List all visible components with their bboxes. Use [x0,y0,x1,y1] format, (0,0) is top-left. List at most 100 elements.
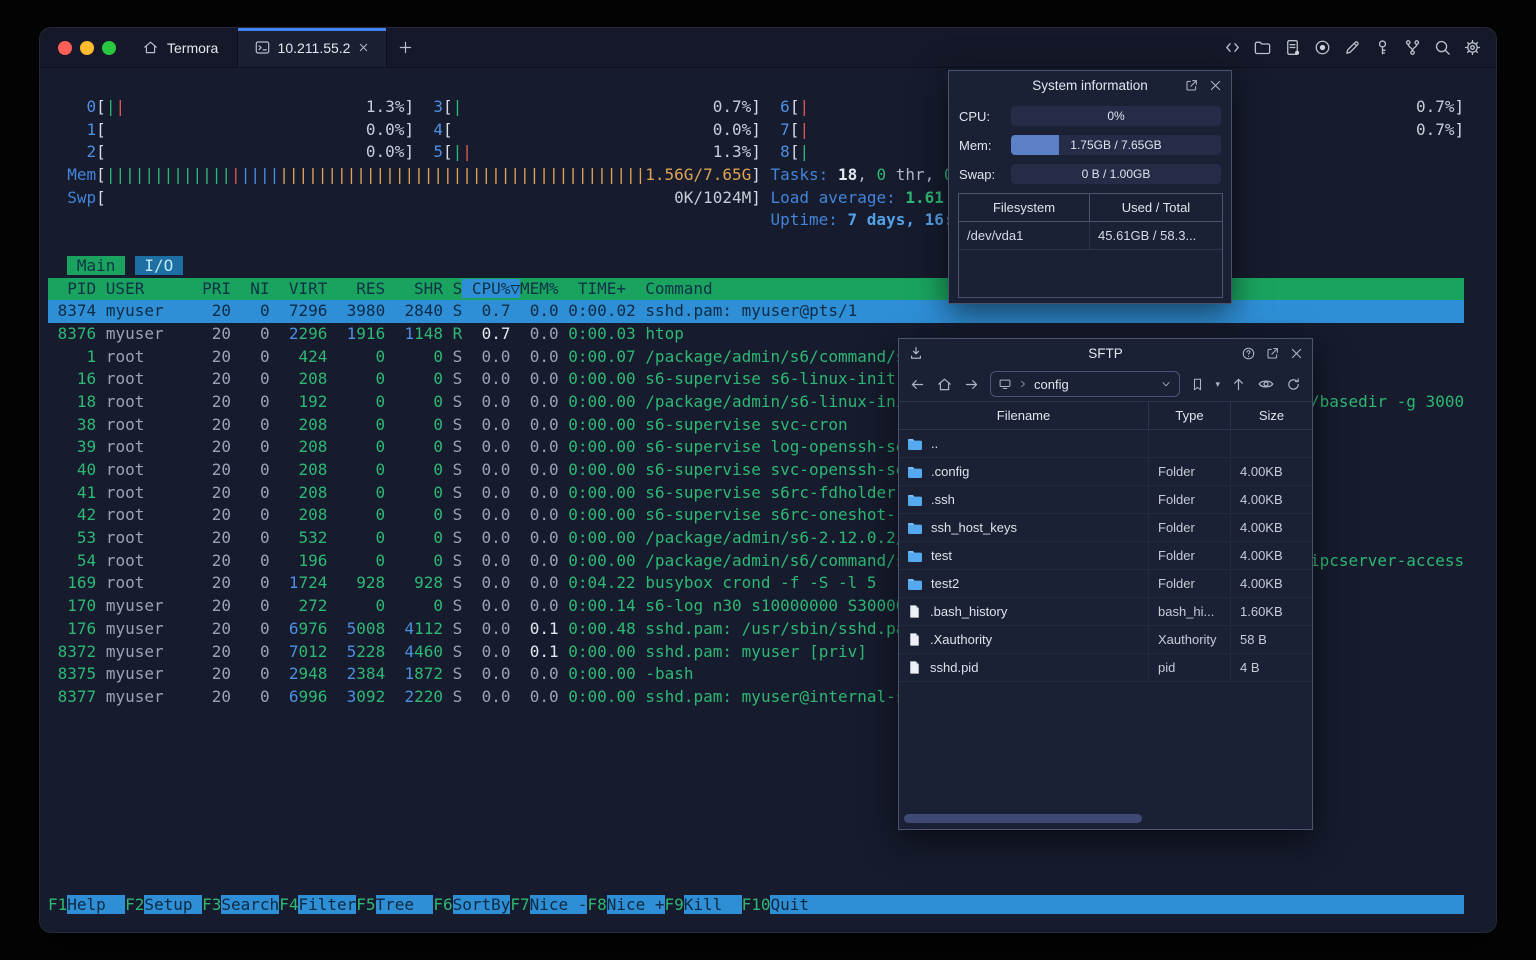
folder-icon [907,464,923,480]
minimize-window-button[interactable] [80,41,94,55]
terminal-line: 8374 myuser 20 0 7296 3980 2840 S 0.7 0.… [48,300,1464,323]
close-panel-icon[interactable] [1289,346,1304,361]
terminal-line [48,232,1464,255]
scrollbar-thumb[interactable] [904,814,1142,823]
terminal-line: PID USER PRI NI VIRT RES SHR S CPU%▽MEM%… [48,277,1464,301]
file-size: 4.00KB [1240,520,1283,535]
file-size: 4.00KB [1240,576,1283,591]
terminal-line: 8377 myuser 20 0 6996 3092 2220 S 0.0 0.… [48,686,925,706]
file-name: test [931,548,952,563]
swap-gauge-label: Swap: [959,167,996,182]
filesystem-row[interactable]: /dev/vda1 45.61GB / 58.3... [959,222,1222,250]
filesystem-table: Filesystem Used / Total /dev/vda1 45.61G… [958,193,1223,298]
refresh-icon[interactable] [1285,376,1302,393]
sftp-file-row[interactable]: .config Folder 4.00KB [899,458,1312,486]
notes-icon[interactable] [1283,38,1302,57]
file-name: ssh_host_keys [931,520,1017,535]
terminal-line: 1[ 0.0%] 4[ 0.0%] 7[| 0.7%] [86,119,1465,139]
forward-icon[interactable] [963,376,980,393]
cpu-gauge-value: 0% [1107,109,1125,123]
system-information-panel: System information CPU: 0% Mem: 1.75GB /… [948,70,1232,304]
cpu-gauge: 0% [1011,106,1221,126]
open-in-new-icon[interactable] [1265,346,1280,361]
file-size: 4 B [1240,660,1260,675]
filesystem-col-header: Filesystem [959,194,1090,221]
system-information-title-bar: System information [949,71,1231,99]
chevron-down-icon[interactable] [1160,378,1172,390]
bookmark-icon[interactable] [1190,377,1205,392]
terminal-line: 2[ 0.0%] 5[|| 1.3%] 8[| [86,142,810,162]
tab-home[interactable]: Termora [142,28,218,67]
computer-icon [998,377,1012,391]
tab-bar: Termora 10.211.55.2 [40,28,1496,68]
file-icon [907,660,922,675]
sftp-file-row[interactable]: .ssh Folder 4.00KB [899,486,1312,514]
type-col-header[interactable]: Type [1149,402,1231,429]
file-icon [907,632,922,647]
sftp-file-row[interactable]: sshd.pid pid 4 B [899,654,1312,682]
terminal-line: Uptime: 7 days, 16:2 [770,210,964,230]
terminal-line: 41 root 20 0 208 0 0 S 0.0 0.0 0:00.00 s… [48,482,896,502]
settings-gear-icon[interactable] [1463,38,1482,57]
key-icon[interactable] [1373,38,1392,57]
edit-icon[interactable] [1343,38,1362,57]
close-window-button[interactable] [58,41,72,55]
folder-icon [907,520,923,536]
git-branch-icon[interactable] [1403,38,1422,57]
code-icon[interactable] [1223,38,1242,57]
window-toolbar [1223,28,1482,67]
terminal-line: 54 root 20 0 196 0 0 S 0.0 0.0 0:00.00 /… [48,550,1465,570]
maximize-window-button[interactable] [102,41,116,55]
filesystem-usage: 45.61GB / 58.3... [1098,228,1197,243]
size-col-header[interactable]: Size [1258,408,1285,423]
close-tab-icon[interactable] [357,41,370,54]
path-breadcrumb[interactable]: config [990,371,1181,397]
file-type: Xauthority [1149,626,1231,653]
open-in-new-icon[interactable] [1184,78,1199,93]
terminal-line: 176 myuser 20 0 6976 5008 4112 S 0.0 0.1… [48,618,916,638]
sftp-file-row[interactable]: ssh_host_keys Folder 4.00KB [899,514,1312,542]
close-panel-icon[interactable] [1208,78,1223,93]
search-icon[interactable] [1433,38,1452,57]
file-name: sshd.pid [930,660,979,675]
file-type: bash_hi... [1149,598,1231,625]
file-size: 4.00KB [1240,548,1283,563]
sftp-file-row[interactable]: .. [899,430,1312,458]
sftp-table-header: Filename Type Size [899,401,1312,430]
horizontal-scrollbar[interactable] [904,814,1305,823]
file-name: .. [931,436,939,451]
htop-function-bar[interactable]: F1Help F2Setup F3SearchF4FilterF5Tree F6… [48,894,1465,917]
sftp-file-list: .. .config Folder 4.00KB .ssh Folder 4.00KB ssh… [899,430,1312,682]
sftp-file-row[interactable]: .Xauthority Xauthority 58 B [899,626,1312,654]
tab-session[interactable]: 10.211.55.2 [237,28,387,67]
home-icon[interactable] [936,376,953,393]
file-size: 4.00KB [1240,464,1283,479]
up-directory-icon[interactable] [1230,376,1247,393]
file-name: test2 [931,576,960,591]
folder-icon[interactable] [1253,38,1272,57]
bookmark-dropdown-caret[interactable]: ▾ [1215,378,1220,389]
record-icon[interactable] [1313,38,1332,57]
new-tab-button[interactable] [397,28,414,67]
app-window: Termora 10.211.55.2 [40,28,1496,932]
mem-gauge: 1.75GB / 7.65GB [1011,135,1221,155]
show-hidden-eye-icon[interactable] [1257,375,1275,393]
terminal-line: 1 root 20 0 424 0 0 S 0.0 0.0 0:00.07 /p… [48,346,925,366]
filename-col-header[interactable]: Filename [899,402,1149,429]
swap-gauge-value: 0 B / 1.00GB [1081,167,1151,181]
download-icon[interactable] [908,339,924,367]
terminal-lines[interactable]: 0[|| 1.3%] 3[| 0.7%] 6[| 0.7%] 1[ 0.0%] … [48,96,1464,709]
sftp-file-row[interactable]: .bash_history bash_hi... 1.60KB [899,598,1312,626]
sftp-file-row[interactable]: test Folder 4.00KB [899,542,1312,570]
cpu-gauge-label: CPU: [959,109,991,124]
terminal-line: 0[|| 1.3%] 3[| 0.7%] 6[| 0.7%] [86,97,1465,116]
terminal-line: 42 root 20 0 208 0 0 S 0.0 0.0 0:00.00 s… [48,505,925,525]
file-size: 1.60KB [1240,604,1283,619]
tab-home-label: Termora [167,39,219,56]
panel-title: System information [1032,77,1148,93]
back-icon[interactable] [909,376,926,393]
sftp-file-row[interactable]: test2 Folder 4.00KB [899,570,1312,598]
tab-session-label: 10.211.55.2 [277,39,351,56]
help-icon[interactable] [1241,346,1256,361]
